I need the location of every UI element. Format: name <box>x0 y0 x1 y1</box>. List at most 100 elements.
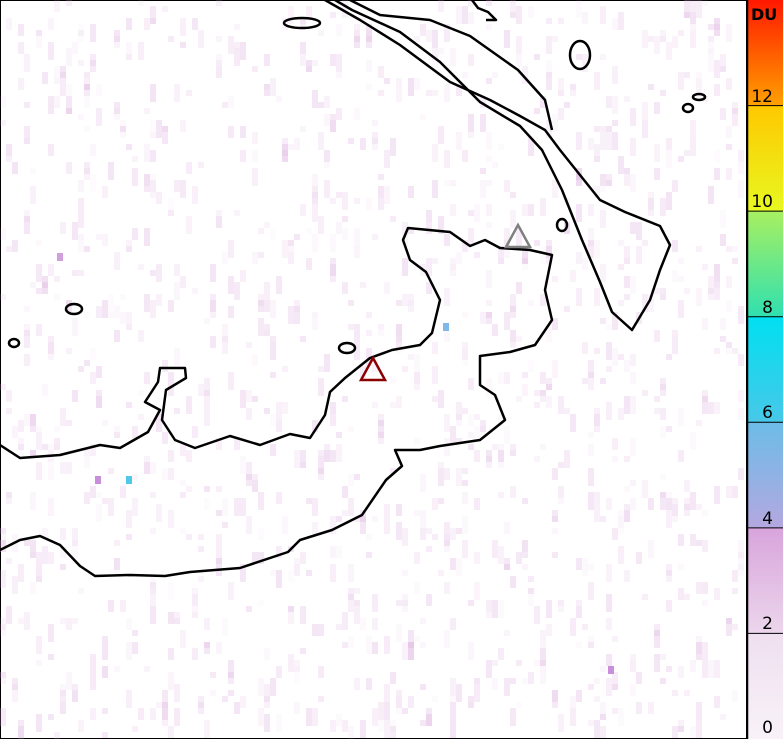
so2-pixel <box>588 228 594 246</box>
so2-pixel-high <box>443 323 449 331</box>
so2-pixel <box>486 660 492 678</box>
so2-pixel <box>474 498 480 510</box>
so2-pixel <box>264 714 270 732</box>
so2-pixel <box>492 678 498 690</box>
so2-pixel <box>126 312 132 330</box>
so2-pixel <box>348 594 354 612</box>
so2-pixel <box>378 90 384 96</box>
so2-pixel <box>264 324 270 330</box>
so2-pixel <box>642 120 648 138</box>
so2-pixel <box>42 276 48 288</box>
so2-pixel <box>114 558 120 570</box>
island <box>64 302 84 316</box>
so2-pixel <box>372 402 378 408</box>
so2-pixel <box>192 588 198 606</box>
so2-pixel <box>726 300 732 312</box>
so2-pixel <box>240 456 246 474</box>
so2-pixel <box>666 138 672 150</box>
so2-pixel <box>138 42 144 60</box>
so2-pixel <box>168 198 174 216</box>
so2-pixel <box>0 228 6 240</box>
so2-pixel <box>444 468 450 480</box>
so2-pixel <box>24 126 30 144</box>
so2-pixel <box>684 498 690 510</box>
so2-pixel <box>738 552 744 570</box>
so2-pixel <box>606 126 612 132</box>
so2-pixel <box>486 312 492 318</box>
so2-pixel <box>252 132 258 144</box>
so2-pixel <box>402 600 408 612</box>
so2-pixel <box>192 18 198 30</box>
so2-pixel <box>126 510 132 528</box>
so2-pixel <box>90 348 96 360</box>
so2-pixel <box>324 444 330 462</box>
so2-pixel <box>150 492 156 498</box>
so2-pixel <box>696 720 702 738</box>
so2-pixel <box>258 228 264 234</box>
so2-pixel <box>204 408 210 426</box>
so2-pixel <box>174 264 180 276</box>
so2-pixel <box>624 168 630 186</box>
so2-pixel <box>408 642 414 660</box>
so2-pixel <box>222 498 228 516</box>
so2-pixel <box>162 126 168 132</box>
so2-pixel <box>618 300 624 306</box>
so2-pixel <box>408 300 414 306</box>
so2-pixel <box>384 504 390 516</box>
so2-pixel <box>648 192 654 210</box>
so2-pixel <box>588 360 594 378</box>
so2-pixel <box>6 606 12 624</box>
so2-pixel <box>516 336 522 342</box>
so2-pixel <box>630 438 636 456</box>
so2-pixel <box>528 360 534 372</box>
so2-pixel <box>150 606 156 624</box>
so2-pixel <box>30 282 36 288</box>
so2-pixel <box>678 258 684 264</box>
so2-pixel <box>630 174 636 192</box>
so2-pixel <box>378 420 384 438</box>
so2-pixel <box>60 690 66 702</box>
so2-pixel <box>210 690 216 696</box>
so2-pixel <box>348 564 354 582</box>
so2-pixel <box>660 492 666 498</box>
so2-pixel <box>42 72 48 84</box>
so2-pixel <box>588 204 594 216</box>
so2-pixel <box>468 114 474 132</box>
so2-pixel <box>216 36 222 42</box>
so2-pixel <box>642 390 648 396</box>
so2-pixel <box>390 672 396 684</box>
so2-pixel <box>540 372 546 384</box>
so2-pixel <box>246 474 252 486</box>
so2-pixel <box>462 312 468 318</box>
so2-pixel <box>510 444 516 456</box>
so2-pixel <box>450 696 456 702</box>
so2-pixel <box>642 240 648 246</box>
so2-pixel <box>174 282 180 300</box>
so2-pixel <box>36 30 42 36</box>
so2-pixel <box>738 468 744 480</box>
so2-pixel <box>240 150 246 162</box>
so2-pixel <box>258 294 264 306</box>
so2-pixel <box>186 162 192 174</box>
so2-pixel <box>228 306 234 318</box>
so2-pixel <box>24 540 30 546</box>
so2-pixel <box>330 402 336 414</box>
so2-pixel <box>420 618 426 624</box>
so2-pixel <box>114 666 120 672</box>
so2-pixel <box>732 258 738 264</box>
so2-pixel <box>252 396 258 402</box>
so2-pixel <box>726 126 732 138</box>
so2-pixel <box>24 138 30 144</box>
so2-pixel <box>390 378 396 384</box>
so2-pixel <box>336 516 342 522</box>
so2-pixel <box>360 510 366 522</box>
so2-pixel <box>384 516 390 534</box>
so2-pixel <box>66 84 72 96</box>
so2-pixel <box>54 66 60 84</box>
so2-pixel <box>162 708 168 726</box>
so2-pixel <box>624 258 630 264</box>
so2-pixel <box>714 348 720 354</box>
so2-pixel <box>156 414 162 432</box>
so2-pixel <box>474 252 480 258</box>
so2-pixel <box>510 12 516 18</box>
